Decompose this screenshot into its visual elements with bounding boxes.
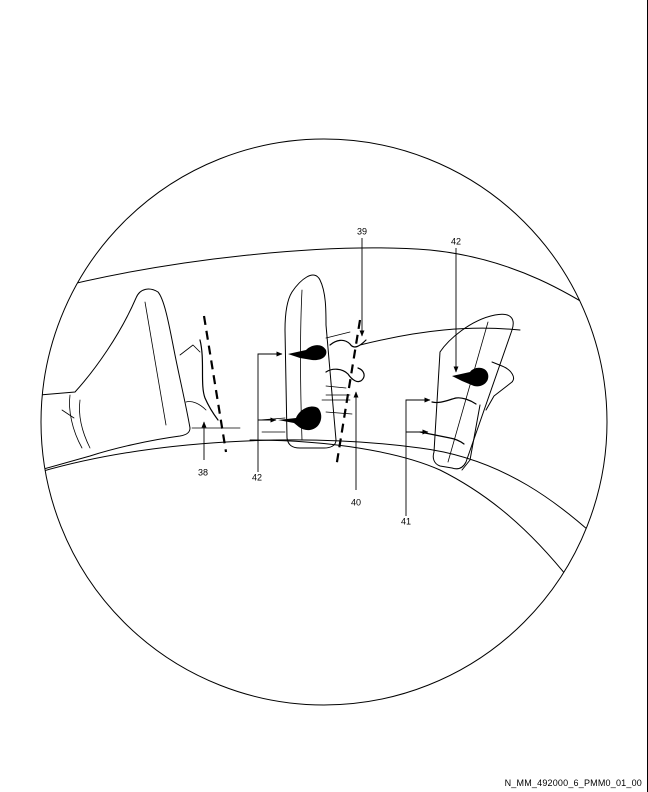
crack-40 <box>325 367 365 383</box>
callout-42-right: 42 <box>450 236 462 247</box>
engine-section <box>41 247 607 581</box>
vane-left-edge <box>144 301 167 426</box>
crack-39 <box>329 339 367 348</box>
vane-middle <box>284 274 337 449</box>
platform-line <box>359 327 521 346</box>
figure-identifier: N_MM_492000_6_PMM0_01_00 <box>504 778 642 788</box>
vane-right <box>432 313 514 470</box>
callout-42-left: 42 <box>251 472 263 483</box>
outer-duct-line <box>41 247 607 341</box>
callout-38: 38 <box>197 467 209 478</box>
vane-right-crack-41a <box>431 397 477 405</box>
vane-right-edge <box>447 321 489 463</box>
cut-line-left <box>202 315 228 453</box>
leader-lines <box>201 238 459 516</box>
leader-42-left-upper <box>257 351 283 472</box>
vane-left-stub <box>179 344 241 429</box>
burn-mark-upper <box>288 345 327 361</box>
leader-41-upper <box>405 397 431 516</box>
inner-duct-upper <box>41 439 607 561</box>
crack-40b <box>321 385 351 401</box>
callout-39: 39 <box>356 226 368 237</box>
vane-left <box>41 288 191 471</box>
vane-right-tab <box>461 361 515 471</box>
burn-mark-right <box>452 367 489 387</box>
callout-41: 41 <box>400 516 412 527</box>
vane-right-crack-41b <box>419 431 465 445</box>
burn-mark-lower <box>278 406 322 431</box>
vane-left-root <box>61 394 91 449</box>
cut-line-middle <box>334 319 362 469</box>
detail-circle <box>40 138 608 706</box>
callout-40: 40 <box>350 497 362 508</box>
inner-duct-lower <box>249 439 571 581</box>
vane-left-crack-38 <box>199 339 219 421</box>
